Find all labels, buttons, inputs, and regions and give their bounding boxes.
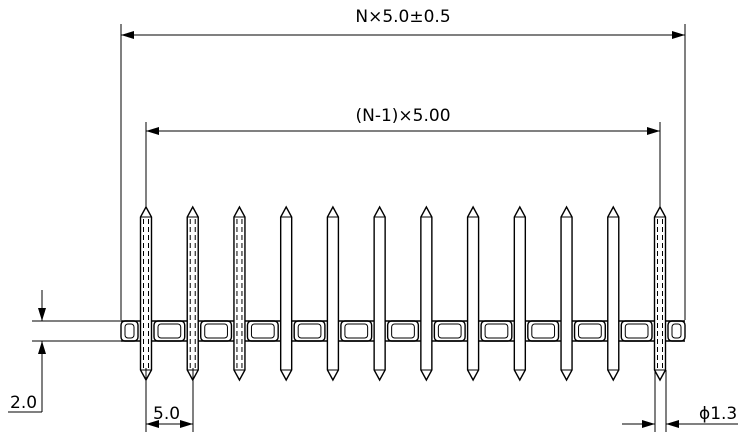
header-body bbox=[120, 320, 686, 342]
body-segment-inner bbox=[250, 323, 275, 339]
pin-outline bbox=[139, 205, 153, 382]
pin bbox=[186, 205, 199, 382]
body-segment-inner bbox=[344, 323, 369, 339]
pin-diameter-dimension: ϕ1.3 bbox=[622, 370, 738, 432]
pin-outline bbox=[466, 205, 480, 382]
pitch-dimension: 5.0 bbox=[145, 368, 194, 432]
pin-outline bbox=[373, 205, 386, 382]
pin-outline bbox=[560, 205, 573, 382]
body-segment-inner bbox=[531, 323, 556, 339]
pin-diameter-label: ϕ1.3 bbox=[699, 404, 737, 424]
pin-row bbox=[139, 205, 667, 382]
pin-outline bbox=[279, 205, 293, 382]
body-height-dimension: 2.0 bbox=[8, 290, 122, 413]
body-height-label: 2.0 bbox=[10, 393, 37, 413]
pin-outline bbox=[326, 205, 340, 382]
pin bbox=[139, 205, 153, 382]
body-segment-inner bbox=[437, 323, 462, 339]
pin-outline bbox=[233, 205, 246, 382]
pitch-span-dimension: (N-1)×5.00 bbox=[145, 106, 661, 210]
body-segment-inner bbox=[671, 323, 682, 339]
pin bbox=[373, 205, 386, 382]
body-segment-inner bbox=[484, 323, 509, 339]
pin bbox=[279, 205, 293, 382]
pin bbox=[607, 205, 620, 382]
body-segment-inner bbox=[124, 323, 135, 339]
pin-outline bbox=[653, 205, 667, 382]
pin bbox=[326, 205, 340, 382]
body-segment-inner bbox=[624, 323, 649, 339]
pin bbox=[233, 205, 246, 382]
pin bbox=[420, 205, 433, 382]
pin bbox=[466, 205, 480, 382]
body-segment-inner bbox=[157, 323, 182, 339]
pitch-label: 5.0 bbox=[153, 404, 180, 424]
pin-outline bbox=[186, 205, 199, 382]
body-segment-inner bbox=[204, 323, 228, 339]
body-segment-inner bbox=[297, 323, 322, 339]
body-segment-inner bbox=[578, 323, 602, 339]
pitch-span-label: (N-1)×5.00 bbox=[355, 106, 450, 126]
pin bbox=[513, 205, 527, 382]
pin bbox=[560, 205, 573, 382]
pin-outline bbox=[607, 205, 620, 382]
body-segment-inner bbox=[391, 323, 415, 339]
pin-outline bbox=[513, 205, 527, 382]
overall-width-label: N×5.0±0.5 bbox=[355, 7, 450, 27]
pin bbox=[653, 205, 667, 382]
overall-width-dimension: N×5.0±0.5 bbox=[120, 7, 686, 320]
pin-outline bbox=[420, 205, 433, 382]
